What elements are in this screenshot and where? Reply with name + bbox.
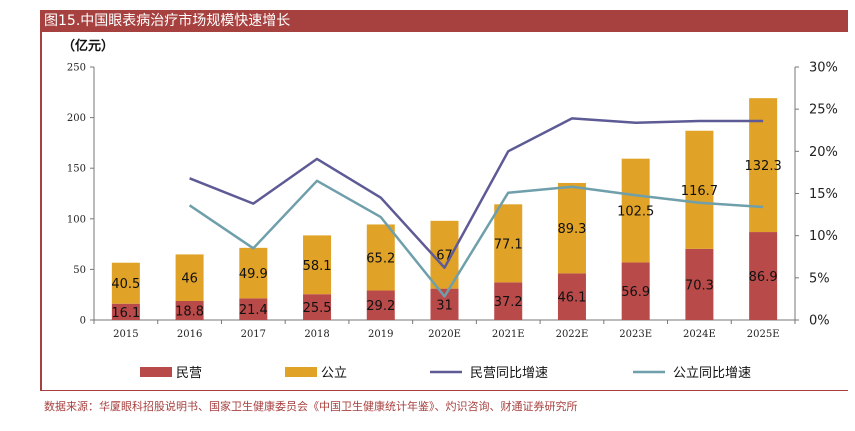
right-tick-label: 5% bbox=[809, 271, 830, 286]
right-tick-label: 20% bbox=[809, 145, 838, 160]
line-private-growth bbox=[189, 117, 764, 269]
bar-private bbox=[239, 298, 268, 320]
bars bbox=[111, 98, 778, 320]
x-tick-label: 2025E bbox=[747, 329, 780, 340]
bar-public bbox=[494, 204, 523, 283]
bar-public bbox=[621, 158, 650, 263]
x-tick-label: 2020E bbox=[428, 329, 461, 340]
x-tick-label: 2017 bbox=[241, 329, 266, 340]
x-tick-label: 2015 bbox=[113, 329, 138, 340]
bar-public bbox=[366, 224, 395, 291]
bar-public bbox=[111, 262, 140, 304]
bar-public bbox=[685, 130, 714, 249]
line-public-growth bbox=[188, 179, 764, 298]
legend-swatch-public bbox=[285, 367, 317, 377]
bar-private bbox=[621, 262, 650, 320]
legend: 民营 公立 民营同比增速 公立同比增速 bbox=[140, 366, 751, 381]
bar-public bbox=[175, 254, 204, 301]
bar-private-value: 70.3 bbox=[685, 278, 714, 293]
right-tick-label: 30% bbox=[809, 61, 838, 76]
right-tick-label: 0% bbox=[809, 314, 830, 329]
bar-private-value: 86.9 bbox=[749, 270, 778, 285]
bar-public bbox=[303, 235, 332, 295]
unit-label: （亿元） bbox=[62, 38, 114, 54]
left-tick-label: 100 bbox=[67, 214, 86, 225]
legend-label-private-growth: 民营同比增速 bbox=[470, 366, 548, 381]
bar-private-value: 16.1 bbox=[111, 306, 140, 321]
bar-private-value: 56.9 bbox=[621, 285, 650, 300]
left-tick-label: 250 bbox=[67, 63, 86, 74]
x-tick-label: 2023E bbox=[619, 329, 652, 340]
bar-private-value: 46.1 bbox=[557, 291, 586, 306]
left-border bbox=[40, 32, 42, 390]
bar-public-value: 49.9 bbox=[239, 267, 268, 282]
bar-public bbox=[430, 220, 459, 289]
bar-public-value: 46 bbox=[181, 272, 198, 287]
bar-public bbox=[557, 182, 586, 274]
left-tick-label: 0 bbox=[80, 316, 86, 327]
bar-public-value: 116.7 bbox=[681, 184, 718, 199]
bottom-border bbox=[40, 390, 848, 391]
legend-label-public: 公立 bbox=[321, 366, 347, 381]
bar-public bbox=[239, 247, 268, 299]
bar-private-value: 21.4 bbox=[239, 303, 268, 318]
bar-public-value: 89.3 bbox=[557, 222, 586, 237]
bar-private bbox=[111, 303, 140, 320]
axes: 0 50 100 150 200 250 0% 5% 10% 15% 20% 25% 30% 2015 20… bbox=[67, 61, 838, 341]
bar-private bbox=[494, 282, 523, 320]
bar-public-value: 77.1 bbox=[494, 237, 523, 252]
legend-label-public-growth: 公立同比增速 bbox=[673, 366, 751, 381]
bar-private bbox=[366, 290, 395, 320]
bar-public-value: 132.3 bbox=[745, 159, 782, 174]
bar-private bbox=[175, 300, 204, 320]
x-tick-label: 2018 bbox=[304, 329, 329, 340]
x-tick-label: 2022E bbox=[556, 329, 589, 340]
x-tick-label: 2016 bbox=[177, 329, 202, 340]
bar-public-value: 58.1 bbox=[303, 259, 332, 274]
bar-private-value: 25.5 bbox=[303, 301, 332, 316]
x-tick-label: 2021E bbox=[492, 329, 525, 340]
bar-private bbox=[685, 248, 714, 320]
x-tick-label: 2019 bbox=[368, 329, 393, 340]
bar-private bbox=[557, 273, 586, 320]
bar-private-value: 18.8 bbox=[175, 304, 204, 319]
data-labels: 16.1 40.5 18.8 46 21.4 49.9 25.5 58.1 29.2 65.2 31… bbox=[111, 159, 781, 321]
legend-label-private: 民营 bbox=[176, 366, 202, 381]
left-tick-label: 150 bbox=[67, 164, 86, 175]
bar-private bbox=[430, 288, 459, 320]
bar-private-value: 31 bbox=[436, 298, 453, 313]
bar-private bbox=[303, 294, 332, 320]
right-tick-label: 10% bbox=[809, 229, 838, 244]
bar-private bbox=[749, 232, 778, 320]
bar-public-value: 40.5 bbox=[111, 277, 140, 292]
figure-title: 图15.中国眼表病治疗市场规模快速增长 bbox=[40, 10, 848, 32]
bar-private-value: 29.2 bbox=[366, 299, 395, 314]
bar-private-value: 37.2 bbox=[494, 295, 523, 310]
right-tick-label: 25% bbox=[809, 103, 838, 118]
right-tick-label: 15% bbox=[809, 187, 838, 202]
bar-public-value: 102.5 bbox=[617, 205, 654, 220]
legend-swatch-private bbox=[140, 367, 172, 377]
growth-lines bbox=[188, 117, 764, 298]
left-tick-label: 200 bbox=[67, 113, 86, 124]
x-tick-label: 2024E bbox=[683, 329, 716, 340]
left-tick-label: 50 bbox=[73, 265, 86, 276]
source-note: 数据来源：华厦眼科招股说明书、国家卫生健康委员会《中国卫生健康统计年鉴》、灼识咨… bbox=[44, 400, 578, 413]
bar-public-value: 65.2 bbox=[366, 251, 395, 266]
